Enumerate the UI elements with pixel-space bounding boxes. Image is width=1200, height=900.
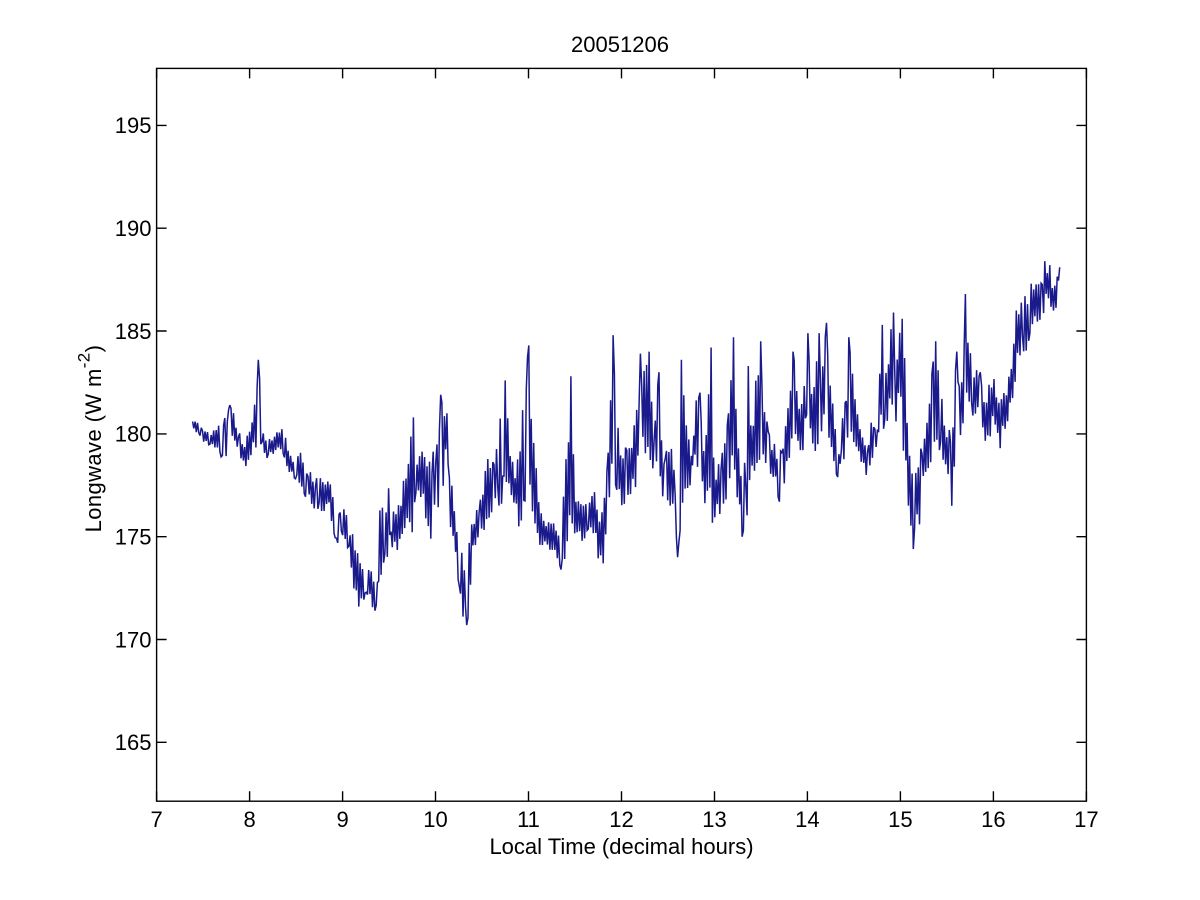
svg-text:10: 10 bbox=[423, 807, 447, 832]
svg-text:185: 185 bbox=[115, 319, 152, 344]
svg-text:Local Time (decimal hours): Local Time (decimal hours) bbox=[489, 834, 753, 859]
svg-text:165: 165 bbox=[115, 730, 152, 755]
svg-text:180: 180 bbox=[115, 422, 152, 447]
svg-text:190: 190 bbox=[115, 216, 152, 241]
svg-text:Longwave (W m-2): Longwave (W m-2) bbox=[75, 345, 107, 533]
svg-text:12: 12 bbox=[609, 807, 633, 832]
svg-text:195: 195 bbox=[115, 113, 152, 138]
svg-text:9: 9 bbox=[336, 807, 348, 832]
svg-text:17: 17 bbox=[1074, 807, 1098, 832]
svg-text:20051206: 20051206 bbox=[571, 32, 669, 57]
svg-text:8: 8 bbox=[243, 807, 255, 832]
svg-text:11: 11 bbox=[517, 807, 540, 832]
svg-text:16: 16 bbox=[981, 807, 1005, 832]
svg-text:14: 14 bbox=[795, 807, 819, 832]
svg-text:170: 170 bbox=[115, 627, 152, 652]
svg-text:7: 7 bbox=[150, 807, 162, 832]
svg-text:13: 13 bbox=[702, 807, 726, 832]
svg-text:175: 175 bbox=[115, 525, 152, 550]
svg-text:15: 15 bbox=[888, 807, 912, 832]
